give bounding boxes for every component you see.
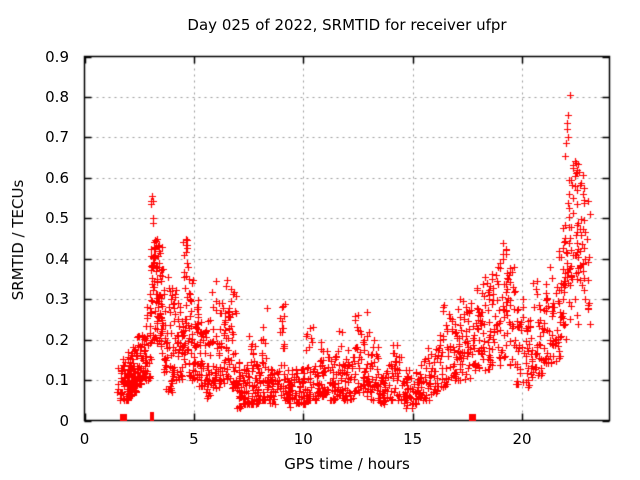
- x-tick-label: 15: [403, 430, 423, 448]
- y-axis-label: SRMTID / TECUs: [9, 179, 27, 301]
- y-tick-label: 0.8: [45, 87, 69, 106]
- x-tick-label: 20: [512, 430, 532, 448]
- y-tick-label: 0.7: [45, 128, 69, 147]
- y-tick-label: 0.3: [45, 290, 69, 309]
- y-tick-label: 0.2: [45, 330, 69, 349]
- x-tick-label: 10: [293, 430, 313, 448]
- y-tick-label: 0.9: [45, 47, 69, 66]
- y-tick-label: 0.6: [45, 168, 69, 187]
- y-tick-label: 0.5: [45, 209, 69, 228]
- y-tick-label: 0.4: [45, 249, 69, 268]
- y-tick-label: 0: [59, 411, 69, 430]
- x-axis-label: GPS time / hours: [284, 455, 410, 473]
- y-tick-label: 0.1: [45, 371, 69, 390]
- x-tick-label: 5: [189, 430, 199, 448]
- chart-title: Day 025 of 2022, SRMTID for receiver ufp…: [187, 16, 507, 34]
- x-tick-label: 0: [79, 430, 90, 448]
